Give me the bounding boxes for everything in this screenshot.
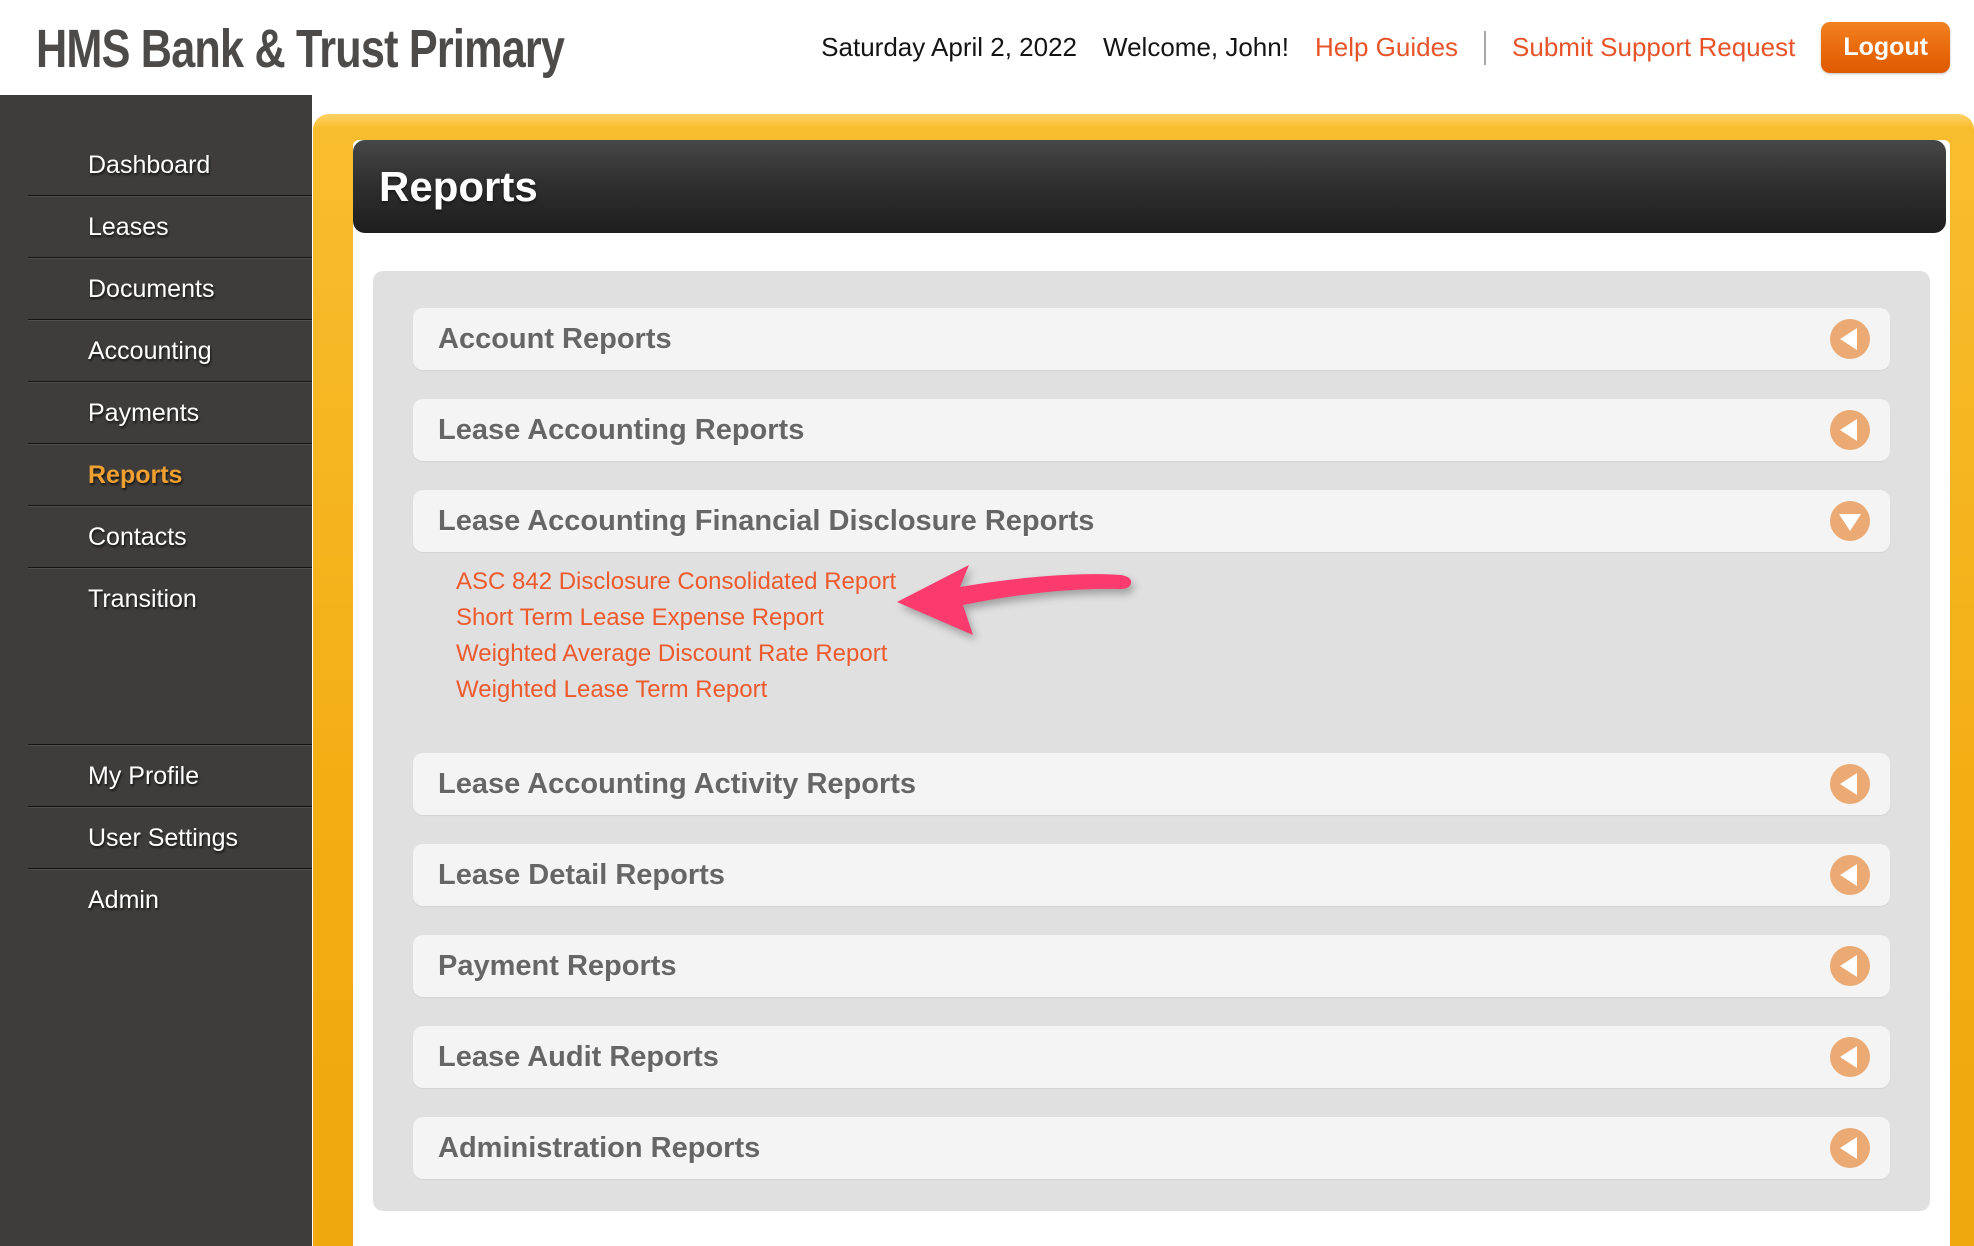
collapse-arrow-icon[interactable] xyxy=(1830,1037,1870,1077)
sidebar-nav: Dashboard Leases Documents Accounting Pa… xyxy=(0,95,312,1246)
disclosure-report-links: ASC 842 Disclosure Consolidated Report S… xyxy=(456,564,1890,708)
accordion-section-title: Payment Reports xyxy=(438,949,677,982)
sidebar-divider xyxy=(28,319,312,321)
accordion-section-account-reports[interactable]: Account Reports xyxy=(413,308,1890,370)
collapse-arrow-icon[interactable] xyxy=(1830,1128,1870,1168)
left-triangle-glyph xyxy=(1840,328,1857,350)
sidebar-gap xyxy=(0,629,312,744)
sidebar-item-dashboard[interactable]: Dashboard xyxy=(88,151,211,179)
accordion-section-title: Lease Accounting Reports xyxy=(438,413,805,446)
sidebar-item-documents[interactable]: Documents xyxy=(88,275,215,303)
accordion-section-title: Lease Accounting Financial Disclosure Re… xyxy=(438,504,1095,537)
sidebar-divider xyxy=(28,744,312,746)
sidebar-divider xyxy=(28,195,312,197)
report-link-asc-842-disclosure-consolidated[interactable]: ASC 842 Disclosure Consolidated Report xyxy=(456,568,897,595)
accordion-section-title: Administration Reports xyxy=(438,1131,761,1164)
collapse-arrow-icon[interactable] xyxy=(1830,764,1870,804)
left-triangle-glyph xyxy=(1840,419,1857,441)
accordion-section-lease-audit-reports[interactable]: Lease Audit Reports xyxy=(413,1026,1890,1088)
sidebar-item-transition[interactable]: Transition xyxy=(88,585,197,613)
header-right-cluster: Saturday April 2, 2022 Welcome, John! He… xyxy=(821,0,1950,95)
main-content: Reports Account Reports Lease Accounting… xyxy=(353,140,1950,1246)
help-guides-link[interactable]: Help Guides xyxy=(1314,32,1459,62)
report-link-weighted-average-discount-rate[interactable]: Weighted Average Discount Rate Report xyxy=(456,640,888,667)
sidebar-item-accounting[interactable]: Accounting xyxy=(88,337,212,365)
reports-accordion-panel: Account Reports Lease Accounting Reports… xyxy=(373,271,1930,1211)
sidebar-divider xyxy=(28,257,312,259)
sidebar-divider xyxy=(28,443,312,445)
collapse-arrow-icon[interactable] xyxy=(1830,410,1870,450)
report-link-weighted-lease-term[interactable]: Weighted Lease Term Report xyxy=(456,676,768,703)
sidebar-item-admin[interactable]: Admin xyxy=(88,886,159,914)
logout-button[interactable]: Logout xyxy=(1821,22,1950,73)
main-content-frame: Reports Account Reports Lease Accounting… xyxy=(313,114,1974,1246)
sidebar-divider xyxy=(28,868,312,870)
app-logo: HMS Bank & Trust Primary xyxy=(36,19,565,79)
sidebar-divider xyxy=(28,567,312,569)
accordion-section-administration-reports[interactable]: Administration Reports xyxy=(413,1117,1890,1179)
collapse-arrow-icon[interactable] xyxy=(1830,319,1870,359)
collapse-arrow-icon[interactable] xyxy=(1830,855,1870,895)
sidebar-divider xyxy=(28,505,312,507)
page-title: Reports xyxy=(379,162,538,210)
welcome-message: Welcome, John! xyxy=(1103,32,1289,62)
accordion-section-lease-detail-reports[interactable]: Lease Detail Reports xyxy=(413,844,1890,906)
left-triangle-glyph xyxy=(1840,773,1857,795)
sidebar-item-user-settings[interactable]: User Settings xyxy=(88,824,239,852)
sidebar-item-contacts[interactable]: Contacts xyxy=(88,523,187,551)
accordion-section-title: Lease Detail Reports xyxy=(438,858,725,891)
expand-arrow-icon[interactable] xyxy=(1830,501,1870,541)
sidebar-item-my-profile[interactable]: My Profile xyxy=(88,762,200,790)
accordion-section-title: Lease Accounting Activity Reports xyxy=(438,767,917,800)
accordion-section-lease-accounting-reports[interactable]: Lease Accounting Reports xyxy=(413,399,1890,461)
collapse-arrow-icon[interactable] xyxy=(1830,946,1870,986)
accordion-section-title: Account Reports xyxy=(438,322,672,355)
sidebar-divider xyxy=(28,381,312,383)
down-triangle-glyph xyxy=(1839,514,1861,531)
left-triangle-glyph xyxy=(1840,1046,1857,1068)
accordion-section-lease-accounting-activity-reports[interactable]: Lease Accounting Activity Reports xyxy=(413,753,1890,815)
left-triangle-glyph xyxy=(1840,1137,1857,1159)
sidebar-item-payments[interactable]: Payments xyxy=(88,399,200,427)
left-triangle-glyph xyxy=(1840,864,1857,886)
accordion-section-payment-reports[interactable]: Payment Reports xyxy=(413,935,1890,997)
left-triangle-glyph xyxy=(1840,955,1857,977)
sidebar-divider xyxy=(28,806,312,808)
sidebar-item-leases[interactable]: Leases xyxy=(88,213,169,241)
submit-support-request-link[interactable]: Submit Support Request xyxy=(1512,32,1796,62)
accordion-section-title: Lease Audit Reports xyxy=(438,1040,719,1073)
sidebar-item-reports[interactable]: Reports xyxy=(88,461,183,489)
top-header: HMS Bank & Trust Primary Saturday April … xyxy=(0,0,1974,95)
page-header-bar: Reports xyxy=(353,140,1946,233)
accordion-section-lease-accounting-financial-disclosure-reports[interactable]: Lease Accounting Financial Disclosure Re… xyxy=(413,490,1890,552)
current-date: Saturday April 2, 2022 xyxy=(821,32,1078,62)
report-link-short-term-lease-expense[interactable]: Short Term Lease Expense Report xyxy=(456,604,824,631)
header-separator xyxy=(1484,30,1487,65)
